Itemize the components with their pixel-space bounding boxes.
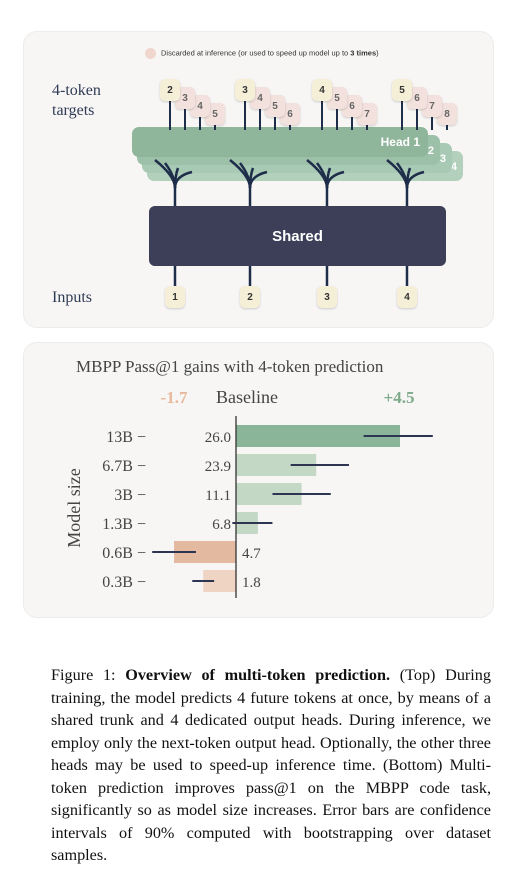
- bar-row-0.6B: 0.6B − 4.7: [102, 541, 261, 563]
- head-fanout: [386, 159, 425, 206]
- gain-bar: [236, 425, 400, 447]
- discarded-target: 6: [407, 87, 427, 109]
- next-token-target: 2: [160, 79, 180, 101]
- diagram-legend: Discarded at inference (or used to speed…: [145, 48, 379, 59]
- head-fanout: [154, 159, 193, 206]
- bar-row-13B: 13B − 26.0: [106, 425, 433, 447]
- shared-trunk: Shared: [149, 206, 446, 266]
- caption-prefix: Figure 1:: [51, 666, 126, 684]
- targets-label-line2: targets: [52, 102, 95, 119]
- discarded-target: 5: [265, 95, 285, 117]
- head-fanout: [229, 159, 268, 206]
- y-axis-label: Model size: [64, 468, 84, 547]
- targets-label-line1: 4-token: [52, 82, 101, 99]
- discarded-target: 6: [280, 103, 300, 125]
- next-token-target: 4: [312, 79, 332, 101]
- baseline-value: 26.0: [205, 430, 231, 446]
- category-label: 1.3B −: [102, 516, 146, 533]
- category-label: 0.6B −: [102, 545, 146, 562]
- baseline-value: 1.8: [242, 575, 261, 591]
- targets-label: 4-token targets: [52, 81, 101, 121]
- input-token: 4: [397, 286, 417, 308]
- head-label: 3: [440, 153, 446, 165]
- head-fanout: [306, 159, 345, 206]
- baseline-value: 4.7: [242, 546, 261, 562]
- discarded-target: 7: [357, 103, 377, 125]
- chart-panel: [23, 342, 494, 618]
- head-label: 2: [428, 145, 434, 157]
- category-label: 0.3B −: [102, 574, 146, 591]
- category-label: 3B −: [114, 487, 146, 504]
- discarded-target: 3: [175, 87, 195, 109]
- discarded-target: 4: [250, 87, 270, 109]
- caption-title: Overview of multi-token prediction.: [125, 666, 391, 684]
- output-head-1: Head 1: [132, 127, 428, 157]
- input-token: 1: [165, 286, 185, 308]
- baseline-value: 11.1: [205, 488, 231, 504]
- discarded-target: 4: [190, 95, 210, 117]
- input-token: 3: [317, 286, 337, 308]
- discarded-target: 7: [422, 95, 442, 117]
- gain-bar: [236, 483, 302, 505]
- discarded-target: 5: [327, 87, 347, 109]
- discarded-target: 8: [437, 103, 457, 125]
- bar-row-6.7B: 6.7B − 23.9: [102, 454, 349, 476]
- discarded-dot-icon: [145, 48, 156, 59]
- chart-title: MBPP Pass@1 gains with 4-token predictio…: [76, 357, 384, 376]
- gain-bar: [203, 570, 236, 592]
- next-token-target: 3: [235, 79, 255, 101]
- discarded-target: 5: [205, 103, 225, 125]
- bar-row-1.3B: 1.3B − 6.8: [102, 512, 273, 534]
- bar-row-3B: 3B − 11.1: [114, 483, 331, 505]
- max-gain-label: +4.5: [384, 388, 415, 407]
- figure-caption: Figure 1: Overview of multi-token predic…: [51, 664, 491, 867]
- category-label: 13B −: [106, 429, 146, 446]
- baseline-label: Baseline: [216, 387, 278, 407]
- legend-bold: 3 times: [350, 48, 377, 58]
- gains-chart: -1.7 Baseline +4.5 Model size 13B − 26.0 6.7B …: [64, 387, 433, 598]
- discarded-target: 6: [342, 95, 362, 117]
- gain-bar: [174, 541, 236, 563]
- legend-suffix: ): [376, 48, 379, 58]
- legend-text: Discarded at inference (or used to speed…: [161, 48, 351, 58]
- inputs-label: Inputs: [52, 289, 92, 306]
- next-token-target: 5: [392, 79, 412, 101]
- head-label: Head 1: [381, 135, 421, 149]
- baseline-value: 23.9: [205, 459, 231, 475]
- bar-row-0.3B: 0.3B − 1.8: [102, 570, 261, 592]
- min-gain-label: -1.7: [161, 388, 188, 407]
- category-label: 6.7B −: [102, 458, 146, 475]
- gain-bar: [236, 454, 317, 476]
- caption-body: (Top) During training, the model predict…: [51, 666, 491, 864]
- input-token: 2: [240, 286, 260, 308]
- baseline-value: 6.8: [212, 517, 231, 533]
- head-label: 4: [451, 161, 458, 173]
